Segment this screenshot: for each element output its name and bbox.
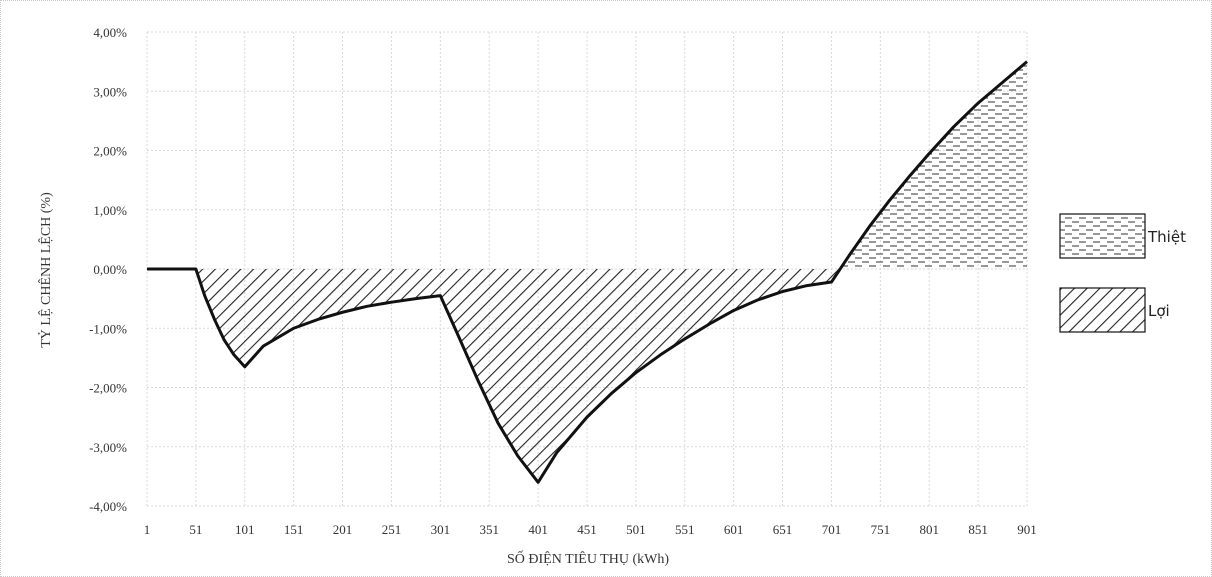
legend-label-thiet: Thiệt <box>1147 228 1186 246</box>
x-tick-label: 51 <box>189 522 202 537</box>
x-tick-label: 151 <box>284 522 304 537</box>
x-tick-label: 251 <box>382 522 402 537</box>
x-tick-label: 751 <box>871 522 891 537</box>
y-tick-label: -1,00% <box>89 321 127 336</box>
x-tick-label: 301 <box>431 522 451 537</box>
x-tick-labels: 1 51 101 151 201 251 301 351 401 451 501 551 601 651 7… <box>144 522 1037 537</box>
y-tick-label: -2,00% <box>89 381 127 396</box>
area-thiet <box>840 61 1027 269</box>
legend: Thiệt Lợi <box>1059 213 1186 333</box>
x-tick-label: 701 <box>822 522 842 537</box>
y-tick-label: -4,00% <box>89 499 127 514</box>
area-loi <box>147 269 841 483</box>
y-tick-label: 2,00% <box>93 144 127 159</box>
areas <box>147 61 1027 483</box>
x-tick-label: 451 <box>577 522 597 537</box>
x-tick-label: 851 <box>968 522 988 537</box>
x-tick-label: 651 <box>773 522 793 537</box>
y-tick-label: -3,00% <box>89 440 127 455</box>
legend-swatch-thiet <box>1059 213 1146 259</box>
x-tick-label: 1 <box>144 522 151 537</box>
x-tick-label: 601 <box>724 522 744 537</box>
x-tick-label: 551 <box>675 522 695 537</box>
y-tick-label: 1,00% <box>93 203 127 218</box>
x-tick-label: 901 <box>1017 522 1037 537</box>
x-tick-label: 501 <box>626 522 646 537</box>
y-axis-title: TỶ LỆ CHÊNH LỆCH (%) <box>37 192 54 348</box>
x-tick-label: 351 <box>479 522 499 537</box>
legend-swatch-loi <box>1059 287 1146 333</box>
series-line <box>147 60 1028 484</box>
x-tick-label: 801 <box>919 522 939 537</box>
legend-label-loi: Lợi <box>1148 302 1170 320</box>
y-tick-label: 3,00% <box>93 84 127 99</box>
y-tick-label: 4,00% <box>93 25 127 40</box>
x-axis-title: SỐ ĐIỆN TIÊU THỤ (kWh) <box>507 549 669 567</box>
line-layer <box>147 60 1028 484</box>
x-tick-label: 101 <box>235 522 255 537</box>
y-tick-labels: 4,00% 3,00% 2,00% 1,00% 0,00% -1,00% -2,00% -3,… <box>89 25 127 514</box>
y-tick-label: 0,00% <box>93 262 127 277</box>
x-tick-label: 201 <box>333 522 353 537</box>
x-tick-label: 401 <box>528 522 548 537</box>
